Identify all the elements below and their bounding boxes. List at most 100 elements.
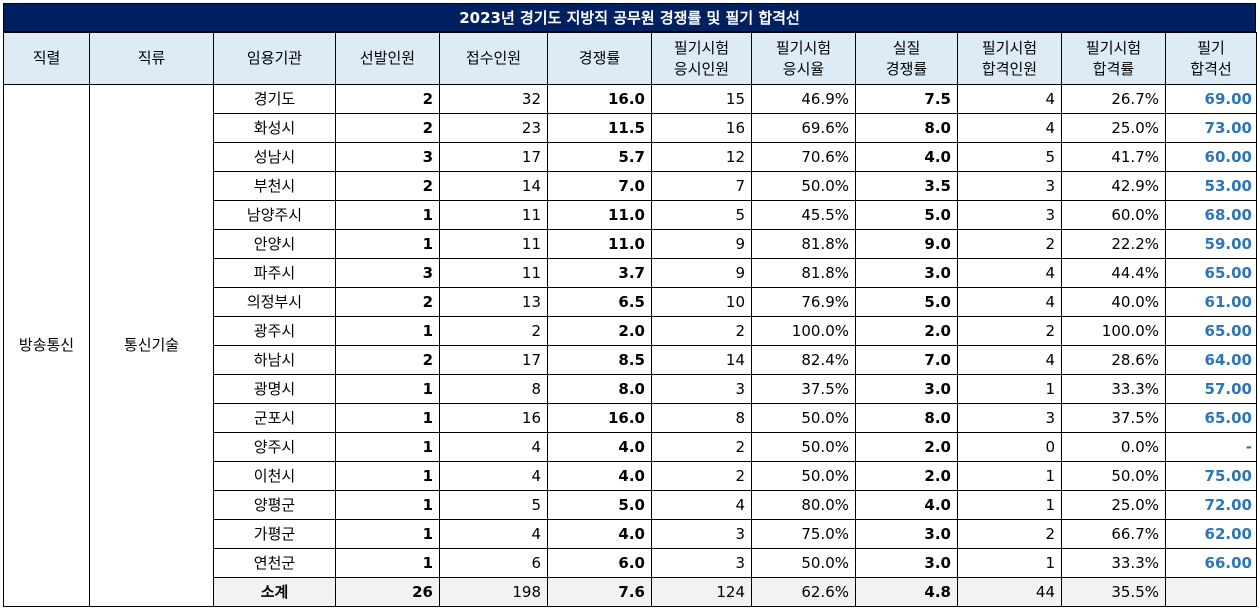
pass-rate-cell: 41.7% bbox=[1061, 142, 1166, 172]
exam-takers-cell: 2 bbox=[651, 461, 752, 491]
agency-cell: 연천군 bbox=[213, 548, 336, 578]
applied-cell: 11 bbox=[439, 200, 548, 230]
take-rate-cell: 76.9% bbox=[751, 287, 856, 317]
subtotal-cutoff-cell bbox=[1165, 577, 1257, 607]
column-header-selected: 선발인원 bbox=[335, 32, 440, 85]
applied-cell: 5 bbox=[439, 490, 548, 520]
exam-takers-cell: 3 bbox=[651, 548, 752, 578]
selected-cell: 1 bbox=[335, 548, 440, 578]
real-ratio-cell: 3.0 bbox=[855, 374, 958, 404]
ratio-cell: 6.0 bbox=[547, 548, 652, 578]
selected-cell: 2 bbox=[335, 287, 440, 317]
subtotal-real-ratio-cell: 4.8 bbox=[855, 577, 958, 607]
take-rate-cell: 50.0% bbox=[751, 548, 856, 578]
real-ratio-cell: 3.0 bbox=[855, 519, 958, 549]
take-rate-cell: 50.0% bbox=[751, 403, 856, 433]
column-header-passed: 필기시험 합격인원 bbox=[957, 32, 1062, 85]
pass-rate-cell: 37.5% bbox=[1061, 403, 1166, 433]
column-header-line: 필기시험 bbox=[981, 38, 1038, 57]
agency-cell: 부천시 bbox=[213, 171, 336, 201]
sheet-title: 2023년 경기도 지방직 공무원 경쟁률 및 필기 합격선 bbox=[3, 3, 1256, 32]
take-rate-cell: 46.9% bbox=[751, 84, 856, 114]
table-row: 양주시 1 4 4.0 2 50.0% 2.0 0 0.0% - bbox=[4, 432, 1257, 462]
column-header-take-rate: 필기시험 응시율 bbox=[751, 32, 856, 85]
ratio-cell: 5.7 bbox=[547, 142, 652, 172]
pass-rate-cell: 66.7% bbox=[1061, 519, 1166, 549]
selected-cell: 1 bbox=[335, 519, 440, 549]
cutoff-cell: 62.00 bbox=[1165, 519, 1257, 549]
exam-takers-cell: 7 bbox=[651, 171, 752, 201]
ratio-cell: 16.0 bbox=[547, 403, 652, 433]
ratio-cell: 4.0 bbox=[547, 519, 652, 549]
subtotal-ratio-cell: 7.6 bbox=[547, 577, 652, 607]
passed-cell: 1 bbox=[957, 490, 1062, 520]
table-row: 하남시 2 17 8.5 14 82.4% 7.0 4 28.6% 64.00 bbox=[4, 345, 1257, 375]
applied-cell: 17 bbox=[439, 345, 548, 375]
column-header-line: 필기시험 bbox=[673, 38, 730, 57]
applied-cell: 4 bbox=[439, 461, 548, 491]
ratio-cell: 4.0 bbox=[547, 461, 652, 491]
passed-cell: 4 bbox=[957, 84, 1062, 114]
ratio-cell: 8.5 bbox=[547, 345, 652, 375]
pass-rate-cell: 33.3% bbox=[1061, 374, 1166, 404]
take-rate-cell: 75.0% bbox=[751, 519, 856, 549]
passed-cell: 3 bbox=[957, 200, 1062, 230]
agency-cell: 파주시 bbox=[213, 258, 336, 288]
real-ratio-cell: 7.5 bbox=[855, 84, 958, 114]
ratio-cell: 5.0 bbox=[547, 490, 652, 520]
applied-cell: 11 bbox=[439, 229, 548, 259]
passed-cell: 4 bbox=[957, 113, 1062, 143]
take-rate-cell: 69.6% bbox=[751, 113, 856, 143]
passed-cell: 3 bbox=[957, 403, 1062, 433]
passed-cell: 1 bbox=[957, 548, 1062, 578]
passed-cell: 4 bbox=[957, 345, 1062, 375]
column-header-line: 임용기관 bbox=[246, 49, 303, 67]
ratio-cell: 11.5 bbox=[547, 113, 652, 143]
cutoff-cell: 65.00 bbox=[1165, 258, 1257, 288]
real-ratio-cell: 4.0 bbox=[855, 142, 958, 172]
column-header-line: 접수인원 bbox=[465, 49, 522, 67]
table-row: 부천시 2 14 7.0 7 50.0% 3.5 3 42.9% 53.00 bbox=[4, 171, 1257, 201]
column-header-real-ratio: 실질 경쟁률 bbox=[855, 32, 958, 85]
pass-rate-cell: 40.0% bbox=[1061, 287, 1166, 317]
passed-cell: 5 bbox=[957, 142, 1062, 172]
table-row: 방송통신 통신기술 경기도 2 32 16.0 15 46.9% 7.5 4 26.7% 69.00 bbox=[3, 84, 1257, 607]
results-table: 직렬 직류 임용기관 선발인원 접수인원 경쟁률 필기시험 응시인원 필기시험 응시율 실질 경쟁률 필… bbox=[3, 32, 1257, 607]
selected-cell: 1 bbox=[335, 200, 440, 230]
selected-cell: 2 bbox=[335, 113, 440, 143]
real-ratio-cell: 5.0 bbox=[855, 200, 958, 230]
selected-cell: 1 bbox=[335, 432, 440, 462]
passed-cell: 3 bbox=[957, 171, 1062, 201]
selected-cell: 1 bbox=[335, 403, 440, 433]
real-ratio-cell: 8.0 bbox=[855, 403, 958, 433]
column-header-line: 직류 bbox=[137, 49, 166, 67]
applied-cell: 32 bbox=[439, 84, 548, 114]
table-row: 화성시 2 23 11.5 16 69.6% 8.0 4 25.0% 73.00 bbox=[4, 113, 1257, 143]
column-header-line: 경쟁률 bbox=[885, 59, 928, 78]
column-header-line: 필기시험 bbox=[775, 38, 832, 57]
cutoff-cell: 75.00 bbox=[1165, 461, 1257, 491]
series-cell: 방송통신 bbox=[3, 84, 90, 607]
column-header-line: 직렬 bbox=[32, 49, 61, 67]
exam-takers-cell: 3 bbox=[651, 374, 752, 404]
exam-takers-cell: 8 bbox=[651, 403, 752, 433]
column-header-pass-rate: 필기시험 합격률 bbox=[1061, 32, 1166, 85]
take-rate-cell: 100.0% bbox=[751, 316, 856, 346]
passed-cell: 1 bbox=[957, 461, 1062, 491]
category-cell: 통신기술 bbox=[89, 84, 214, 607]
take-rate-cell: 37.5% bbox=[751, 374, 856, 404]
real-ratio-cell: 8.0 bbox=[855, 113, 958, 143]
agency-cell: 하남시 bbox=[213, 345, 336, 375]
column-header-line: 필기 bbox=[1197, 38, 1225, 57]
selected-cell: 1 bbox=[335, 374, 440, 404]
pass-rate-cell: 28.6% bbox=[1061, 345, 1166, 375]
passed-cell: 1 bbox=[957, 374, 1062, 404]
real-ratio-cell: 3.5 bbox=[855, 171, 958, 201]
cutoff-cell: - bbox=[1165, 432, 1257, 462]
take-rate-cell: 81.8% bbox=[751, 258, 856, 288]
subtotal-exam-takers-cell: 124 bbox=[651, 577, 752, 607]
exam-takers-cell: 10 bbox=[651, 287, 752, 317]
agency-cell: 군포시 bbox=[213, 403, 336, 433]
ratio-cell: 4.0 bbox=[547, 432, 652, 462]
exam-takers-cell: 15 bbox=[651, 84, 752, 114]
